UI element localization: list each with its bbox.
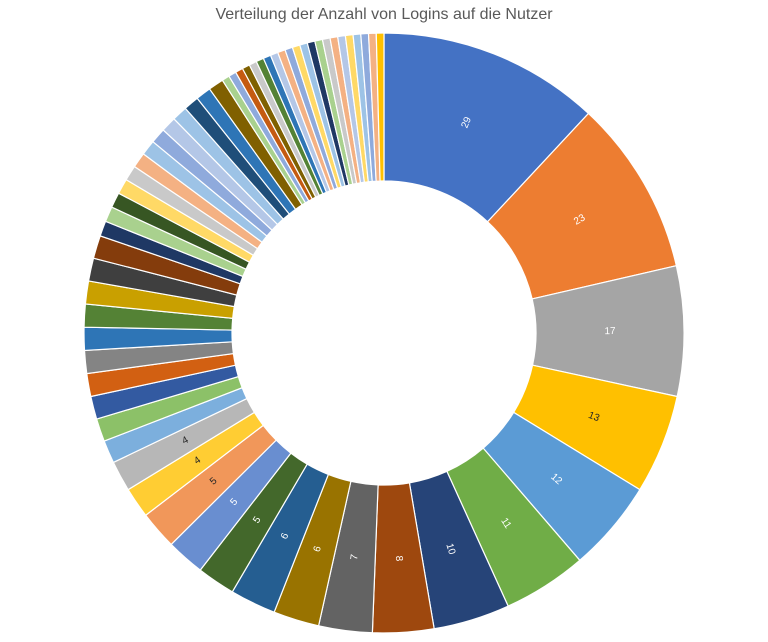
data-label-8: 8 (393, 555, 404, 562)
data-label-14: 5 (208, 475, 220, 487)
data-label-4: 13 (587, 410, 602, 425)
data-label-12: 5 (251, 514, 263, 525)
chart-title: Verteilung der Anzahl von Logins auf die… (215, 6, 553, 23)
slice-61 (375, 32, 385, 182)
data-label-13: 5 (228, 496, 240, 508)
data-label-11: 6 (279, 531, 292, 541)
data-label-15: 4 (192, 454, 203, 466)
data-label-2: 23 (572, 212, 588, 227)
data-label-16: 4 (180, 435, 191, 448)
data-label-9: 7 (349, 553, 361, 560)
slices-group (83, 32, 685, 634)
data-label-7: 10 (443, 542, 457, 556)
data-label-3: 17 (604, 326, 616, 337)
data-label-1: 29 (460, 115, 474, 130)
data-label-10: 6 (312, 544, 324, 553)
